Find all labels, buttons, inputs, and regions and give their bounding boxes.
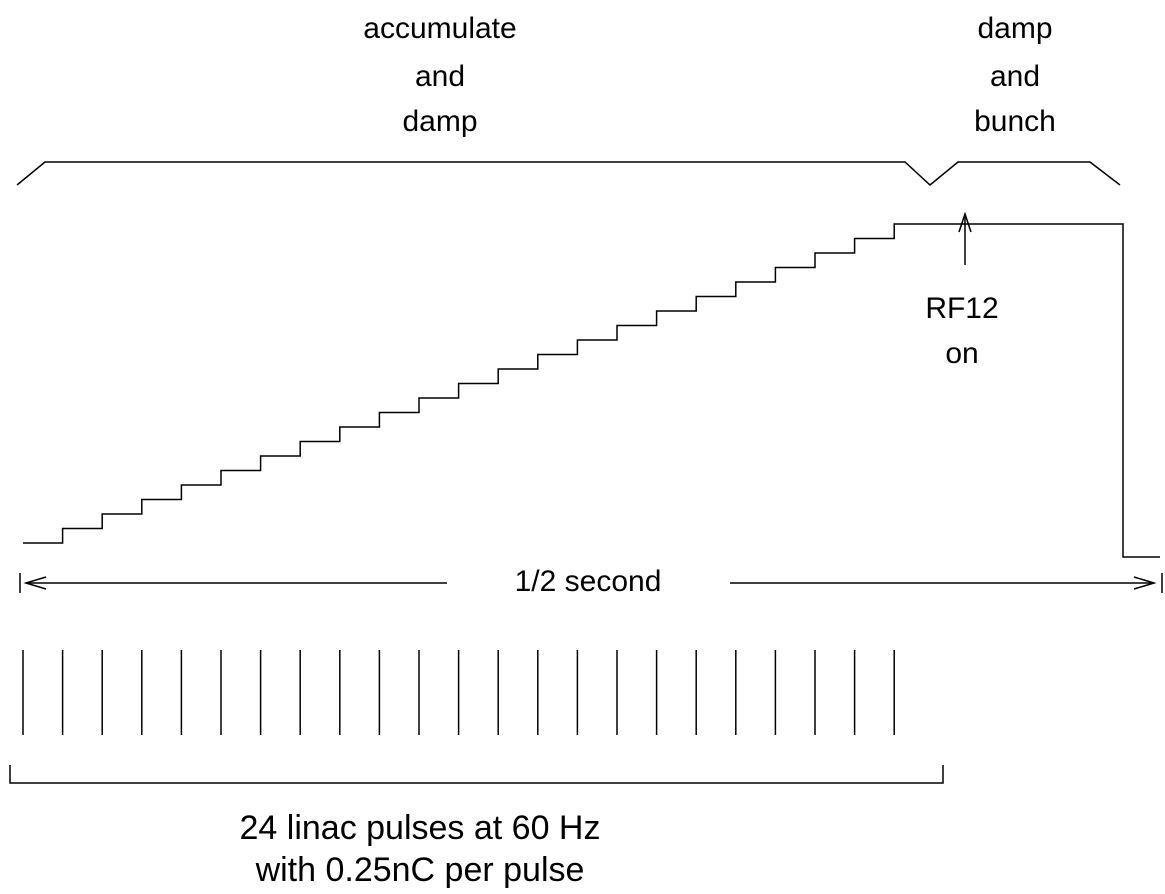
pulse-label: with 0.25nC per pulse	[255, 851, 585, 889]
charge-staircase	[23, 223, 1160, 558]
phase-label: damp	[402, 105, 477, 138]
pulse-train	[22, 650, 895, 735]
phase-label: bunch	[974, 105, 1056, 138]
phase-label: accumulate	[363, 12, 516, 45]
arrow-head	[23, 576, 47, 590]
rf-arrow-head	[958, 211, 972, 233]
rf-label: RF12	[925, 292, 998, 325]
rf-label: on	[945, 337, 978, 370]
phase-label: and	[990, 60, 1040, 93]
phase-brace	[16, 161, 1121, 186]
phase-label: damp	[977, 12, 1052, 45]
pulse-label: 24 linac pulses at 60 Hz	[240, 809, 601, 847]
phase-label: and	[415, 60, 465, 93]
duration-label: 1/2 second	[515, 565, 662, 598]
pulse-bracket	[9, 765, 944, 784]
arrow-head	[1133, 576, 1157, 590]
